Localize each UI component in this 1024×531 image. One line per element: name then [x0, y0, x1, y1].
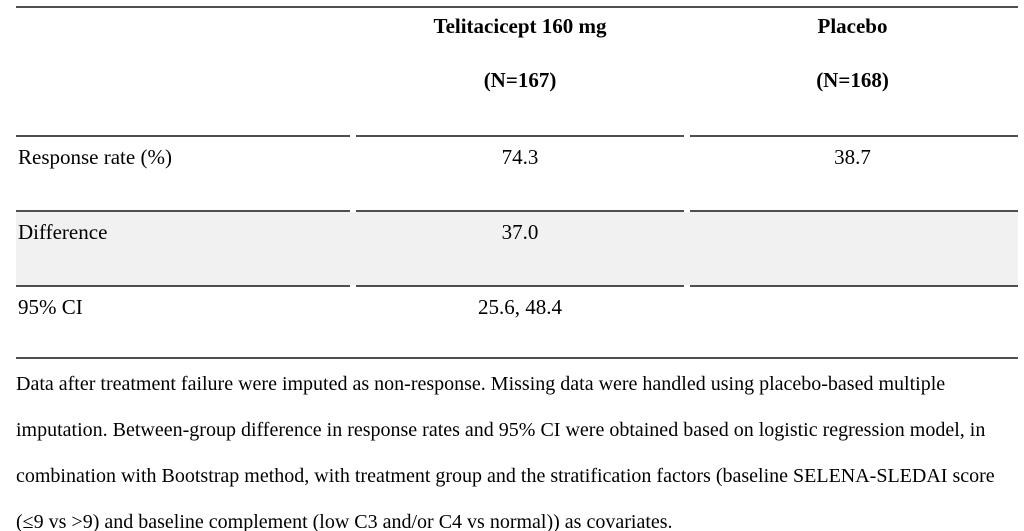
table-footnote: Data after treatment failure were impute…: [16, 357, 1018, 531]
table-header-row: Telitacicept 160 mg (N=167) Placebo (N=1…: [16, 6, 1018, 135]
row-label: Response rate (%): [18, 145, 172, 169]
value-cell-telitacicept: 37.0: [501, 220, 539, 244]
column-header-placebo-n: (N=168): [816, 68, 889, 92]
border-gap-notch: [684, 285, 690, 287]
table-row-difference: Difference 37.0: [16, 210, 1018, 285]
table-row-response-rate: Response rate (%) 74.3 38.7: [16, 135, 1018, 210]
value-cell-telitacicept: 74.3: [501, 145, 539, 169]
value-cell-placebo: [687, 287, 1018, 357]
value-cell-placebo: [687, 212, 1018, 285]
row-label: Difference: [18, 220, 108, 244]
row-label: 95% CI: [18, 295, 83, 319]
value-cell-placebo: 38.7: [834, 145, 871, 169]
column-header-placebo-name: Placebo: [817, 14, 888, 38]
border-gap-notch: [350, 135, 356, 137]
column-header-placebo: Placebo (N=168): [687, 8, 1018, 135]
column-header-telitacicept-n: (N=167): [483, 68, 557, 92]
column-header-telitacicept: Telitacicept 160 mg (N=167): [353, 8, 687, 135]
border-gap-notch: [684, 210, 690, 212]
results-table: Telitacicept 160 mg (N=167) Placebo (N=1…: [16, 6, 1018, 531]
border-gap-notch: [350, 210, 356, 212]
header-empty-cell: [16, 8, 353, 135]
border-gap-notch: [684, 135, 690, 137]
column-header-telitacicept-name: Telitacicept 160 mg: [433, 14, 607, 38]
value-cell-telitacicept: 25.6, 48.4: [478, 295, 562, 319]
border-gap-notch: [350, 285, 356, 287]
table-row-95ci: 95% CI 25.6, 48.4: [16, 285, 1018, 357]
